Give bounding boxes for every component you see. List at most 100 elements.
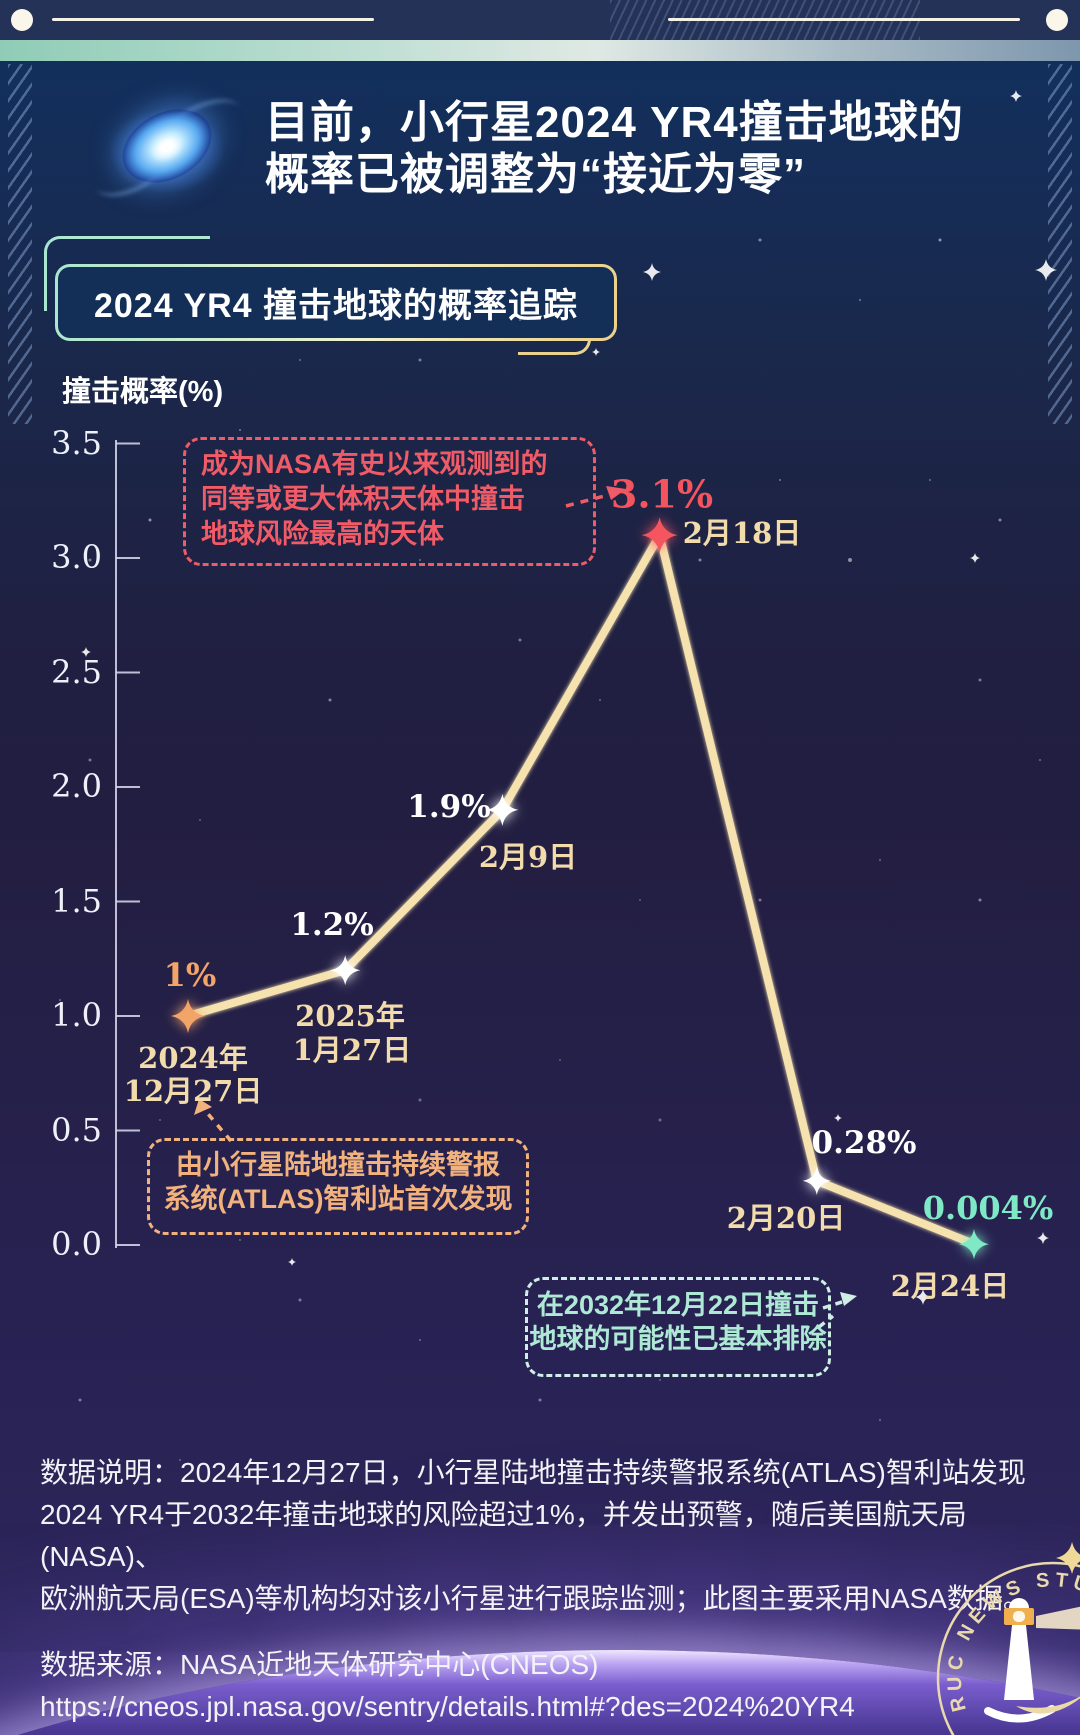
star-dot (859, 299, 861, 301)
galaxy-icon (87, 87, 248, 215)
page-title: 目前，小行星2024 YR4撞击地球的 概率已被调整为“接近为零” (265, 97, 964, 201)
star-dot (418, 358, 422, 362)
point-date-label: 1月27日 (292, 1033, 412, 1067)
sparkle-icon (915, 1289, 931, 1305)
title-box-bracket-topleft (44, 236, 210, 311)
sparkle-icon (834, 1114, 842, 1122)
star-dot (419, 1339, 421, 1341)
y-axis (115, 440, 140, 1248)
data-point-star (486, 793, 519, 826)
star-dot (848, 558, 852, 562)
star-dot (599, 699, 601, 701)
point-date-label: 2024年 (138, 1041, 248, 1075)
point-value-label: 1.9% (407, 789, 491, 825)
star-dot (239, 1239, 241, 1241)
annotation-peak-risk: 成为NASA有史以来观测到的 同等或更大体积天体中撞击 地球风险最高的天体 (183, 437, 596, 566)
annotation-line: 系统(ATLAS)智利站首次发现 (163, 1184, 513, 1214)
point-date-label: 2月24日 (890, 1269, 1010, 1303)
data-source: 数据来源：NASA近地天体研究中心(CNEOS) (40, 1649, 599, 1680)
star-dot (239, 429, 241, 431)
y-tick-label: 0.0 (51, 1225, 102, 1263)
edge-hatch-right (1048, 64, 1072, 424)
star-dot (559, 1059, 561, 1061)
star-dot (698, 558, 702, 562)
annotation-line: 由小行星陆地撞击持续警报 (176, 1150, 500, 1180)
star-dot (328, 698, 332, 702)
star-dot (879, 859, 881, 861)
annotation-line: 地球风险最高的天体 (201, 519, 444, 549)
point-date-label: 2月9日 (478, 840, 578, 874)
y-tick-label: 0.5 (51, 1110, 102, 1149)
star-dot (148, 518, 152, 522)
annotation-discovery: 由小行星陆地撞击持续警报 系统(ATLAS)智利站首次发现 (147, 1138, 529, 1235)
sparkle-icon (1056, 1542, 1080, 1574)
point-value-label: 0.28% (811, 1125, 917, 1161)
star-dot (299, 359, 301, 361)
star-dot (59, 999, 61, 1001)
topbar-dot-left (11, 9, 33, 31)
point-date-label: 12月27日 (123, 1074, 263, 1108)
star-dot (1039, 759, 1041, 761)
star-dot (298, 1298, 302, 1302)
annotation-line: 地球的可能性已基本排除 (529, 1324, 827, 1354)
star-dot (88, 758, 92, 762)
data-note-line3: 欧洲航天局(ESA)等机构均对该小行星进行跟踪监测；此图主要采用NASA数据。 (40, 1583, 1031, 1614)
star-dot (639, 899, 641, 901)
star-dot (159, 1119, 161, 1121)
star-dot (998, 518, 1002, 522)
data-point-star (641, 517, 678, 554)
sparkle-icon (1010, 90, 1022, 102)
star-dot (658, 1118, 662, 1122)
footer: 数据说明：2024年12月27日，小行星陆地撞击持续警报系统(ATLAS)智利站… (40, 1452, 1080, 1735)
page-title-line1: 目前，小行星2024 YR4撞击地球的 (265, 98, 964, 147)
annotation-line: 同等或更大体积天体中撞击 (201, 484, 525, 514)
point-date-label: 2月20日 (726, 1201, 846, 1235)
y-axis-title: 撞击概率(%) (62, 376, 224, 408)
page-title-line2: 概率已被调整为“接近为零” (265, 150, 806, 199)
chart-title-box: 2024 YR4 撞击地球的概率追踪 (55, 264, 617, 341)
y-tick-label: 2.5 (51, 652, 102, 691)
star-dot (538, 1398, 542, 1402)
data-point-star (330, 955, 361, 986)
data-point-star (802, 1166, 831, 1195)
point-date-label: 2025年 (295, 999, 405, 1033)
connector-discovery-annotation (194, 1099, 233, 1143)
star-dot (758, 238, 762, 242)
star-dot (978, 898, 982, 902)
topbar-line-right (668, 18, 1020, 21)
star-dot (199, 819, 201, 821)
point-value-label: 0.004% (922, 1189, 1054, 1227)
point-value-label: 3.1% (610, 471, 714, 517)
sparkle-icon (970, 553, 980, 563)
teal-divider-strip (0, 40, 1080, 61)
ruc-news-studio-logo: RUC NEWS STUDIO (936, 1542, 1080, 1735)
y-tick-label: 2.0 (51, 767, 102, 805)
point-value-label: 1.2% (290, 907, 374, 943)
point-value-label: 1% (163, 956, 217, 994)
top-bar (0, 0, 1080, 40)
topbar-dot-right (1046, 9, 1068, 31)
star-dot (518, 638, 522, 642)
logo-circle (936, 1561, 1080, 1735)
star-dot (879, 1419, 881, 1421)
star-dot (978, 678, 982, 682)
edge-hatch-left (8, 64, 32, 424)
annotation-risk-excluded: 在2032年12月22日撞击 地球的可能性已基本排除 (525, 1277, 831, 1377)
lighthouse-icon (984, 1598, 1080, 1723)
chart-title: 2024 YR4 撞击地球的概率追踪 (93, 287, 579, 325)
star-dot (758, 898, 762, 902)
data-point-star (959, 1229, 989, 1260)
star-dot (929, 479, 931, 481)
data-note-line2: 2024 YR4于2032年撞击地球的风险超过1%，并发出预警，随后美国航天局(… (40, 1499, 967, 1572)
point-date-label: 2月18日 (682, 516, 802, 550)
annotation-line: 在2032年12月22日撞击 (536, 1290, 820, 1320)
y-tick-label: 3.5 (51, 423, 102, 462)
annotation-line: 成为NASA有史以来观测到的 (201, 449, 548, 479)
y-tick-label: 1.0 (51, 996, 102, 1034)
sparkle-icon (81, 647, 91, 657)
star-dot (88, 558, 92, 562)
y-tick-label: 1.5 (51, 881, 102, 920)
chart-title-box-inner: 2024 YR4 撞击地球的概率追踪 (58, 267, 614, 338)
sparkle-icon (288, 1258, 296, 1266)
